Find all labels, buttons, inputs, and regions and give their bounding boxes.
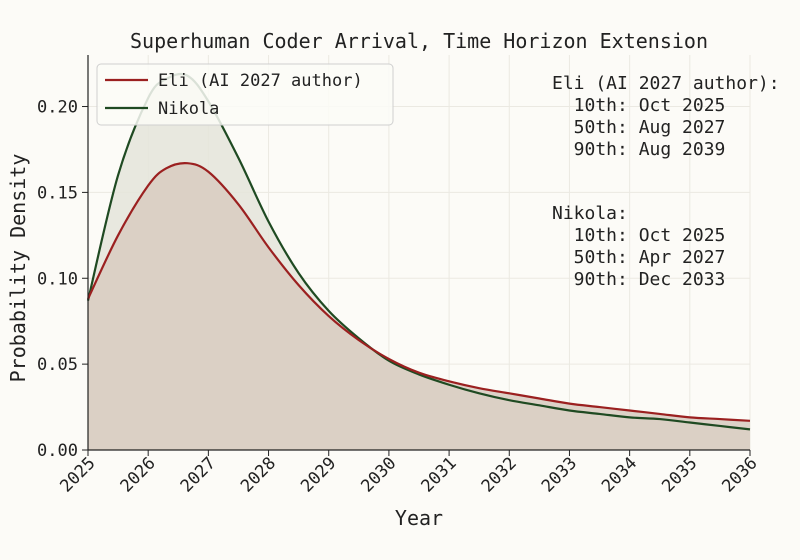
annotation-eli-line: 90th: Aug 2039: [552, 139, 725, 160]
y-tick-label: 0.10: [37, 269, 78, 289]
annotation-nikola-line: Nikola:: [552, 203, 628, 224]
annotation-nikola-line: 90th: Dec 2033: [552, 269, 725, 290]
annotation-nikola-line: 10th: Oct 2025: [552, 225, 725, 246]
annotation-eli-line: Eli (AI 2027 author):: [552, 73, 780, 94]
annotation-nikola-line: 50th: Apr 2027: [552, 247, 725, 268]
chart-title: Superhuman Coder Arrival, Time Horizon E…: [130, 29, 708, 53]
percentile-annotations: Eli (AI 2027 author): 10th: Oct 2025 50t…: [552, 73, 780, 290]
area-fill-eli: [88, 163, 750, 450]
y-axis-label: Probability Density: [6, 154, 30, 383]
y-tick-label: 0.20: [37, 98, 78, 118]
annotation-eli-line: 10th: Oct 2025: [552, 95, 725, 116]
y-tick-label: 0.00: [37, 441, 78, 461]
y-tick-label: 0.05: [37, 355, 78, 375]
legend-label-eli: Eli (AI 2027 author): [158, 71, 363, 91]
legend: Eli (AI 2027 author) Nikola: [96, 63, 394, 126]
axes: [87, 55, 750, 451]
legend-box: [96, 63, 394, 126]
legend-label-nikola: Nikola: [158, 99, 219, 119]
annotation-eli-line: 50th: Aug 2027: [552, 117, 725, 138]
x-axis-label: Year: [395, 506, 443, 530]
y-tick-labels: 0.00 0.05 0.10 0.15 0.20: [37, 98, 88, 461]
area-fills: [88, 74, 750, 451]
series-line-eli: [87, 162, 751, 422]
y-tick-label: 0.15: [37, 183, 78, 203]
